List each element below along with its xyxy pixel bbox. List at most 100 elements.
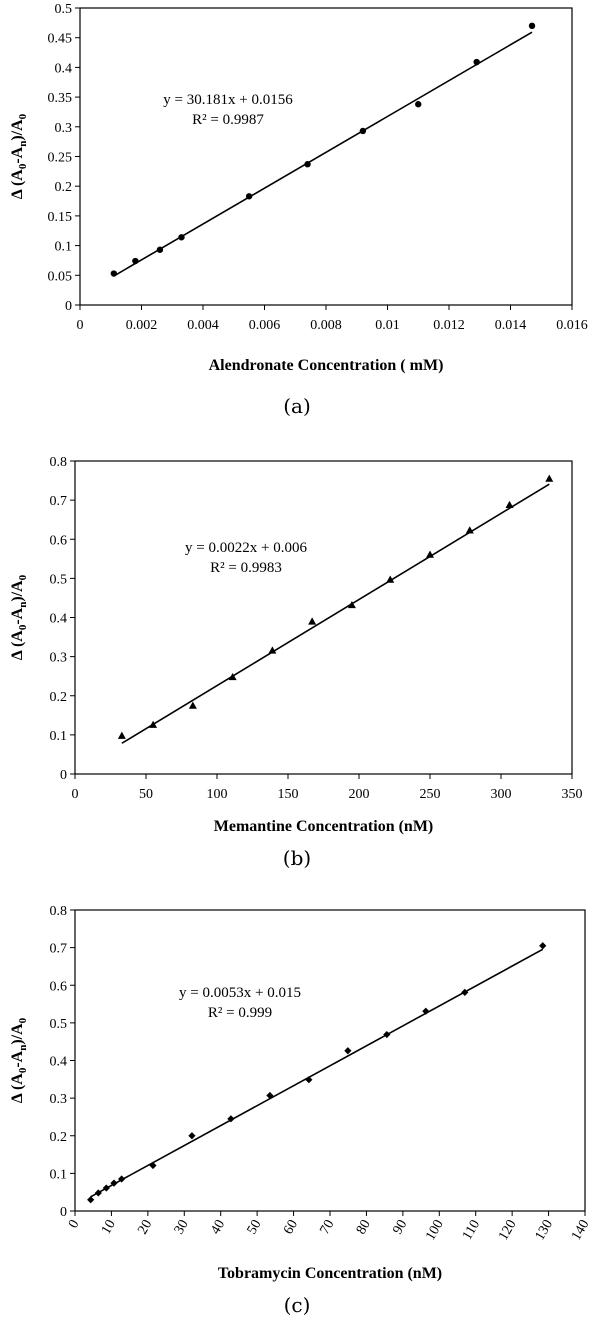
x-tick-label: 80 bbox=[354, 1218, 374, 1238]
x-tick-label: 0.016 bbox=[556, 318, 588, 333]
x-tick-label: 90 bbox=[390, 1218, 410, 1238]
y-tick-label: 0.2 bbox=[50, 690, 68, 705]
x-tick-label: 20 bbox=[135, 1218, 155, 1238]
data-point bbox=[94, 1189, 102, 1197]
data-point bbox=[505, 500, 514, 509]
y-tick-label: 0.3 bbox=[50, 651, 68, 666]
data-point bbox=[344, 1047, 352, 1055]
panel-caption: (b) bbox=[283, 846, 311, 870]
y-tick-label: 0.1 bbox=[55, 240, 73, 255]
data-point bbox=[347, 600, 356, 609]
data-point bbox=[386, 575, 395, 583]
trendline bbox=[90, 948, 544, 1198]
panel-caption: (c) bbox=[284, 1293, 311, 1317]
data-point bbox=[415, 101, 422, 108]
y-tick-label: 0.2 bbox=[50, 1130, 68, 1145]
data-point bbox=[227, 1115, 235, 1123]
data-point bbox=[110, 270, 118, 277]
data-point bbox=[422, 1007, 430, 1015]
data-point bbox=[118, 1175, 126, 1183]
data-point bbox=[359, 127, 367, 135]
data-point bbox=[117, 731, 126, 739]
data-point bbox=[149, 720, 158, 728]
chart-memantine: 0 0.1 0.2 0.3 0.4 0.5 0.6 0.7 0.8 0 50 100 150 200 250… bbox=[9, 455, 583, 870]
y-axis-title: Δ (A0-An)/A0 bbox=[9, 1017, 29, 1103]
x-tick-label: 100 bbox=[423, 1218, 446, 1244]
y-tick-label: 0.1 bbox=[50, 1167, 68, 1182]
y-axis-title: Δ (A0-An)/A0 bbox=[9, 574, 29, 660]
data-point bbox=[87, 1196, 95, 1204]
y-tick-label: 0.5 bbox=[55, 2, 73, 17]
x-tick-label: 0 bbox=[72, 787, 79, 802]
y-tick-label: 0.5 bbox=[50, 572, 68, 587]
x-tick-label: 0 bbox=[66, 1218, 82, 1232]
data-point bbox=[539, 942, 547, 950]
y-tick-label: 0 bbox=[60, 1205, 67, 1220]
x-tick-label: 130 bbox=[533, 1218, 556, 1244]
y-tick-label: 0.2 bbox=[55, 180, 73, 195]
y-tick-label: 0.3 bbox=[50, 1092, 68, 1107]
y-tick-label: 0.3 bbox=[55, 121, 73, 136]
y-tick-label: 0.7 bbox=[50, 942, 68, 957]
r-squared-label: R² = 0.9987 bbox=[192, 112, 264, 128]
trendline bbox=[113, 31, 533, 277]
x-tick-label: 140 bbox=[569, 1218, 592, 1244]
x-tick-label: 350 bbox=[562, 787, 583, 802]
data-point bbox=[305, 1076, 313, 1084]
x-tick-label: 50 bbox=[139, 787, 153, 802]
data-point bbox=[188, 701, 197, 709]
x-tick-label: 0 bbox=[77, 318, 84, 333]
x-tick-label: 100 bbox=[207, 787, 228, 802]
x-tick-label: 70 bbox=[317, 1218, 337, 1238]
y-tick-label: 0.35 bbox=[48, 91, 73, 106]
data-point bbox=[383, 1030, 391, 1039]
data-point bbox=[465, 526, 474, 534]
data-point bbox=[308, 617, 317, 625]
x-tick-label: 0.014 bbox=[495, 318, 527, 333]
data-point bbox=[156, 246, 164, 253]
x-tick-label: 110 bbox=[460, 1218, 483, 1243]
regression-equation: y = 0.0053x + 0.015 bbox=[179, 985, 301, 1001]
y-tick-label: 0.5 bbox=[50, 1017, 68, 1032]
data-point bbox=[132, 257, 139, 265]
x-axis-title: Memantine Concentration (nM) bbox=[214, 818, 434, 835]
data-point bbox=[528, 22, 536, 30]
r-squared-label: R² = 0.999 bbox=[208, 1005, 272, 1021]
data-point bbox=[149, 1161, 157, 1170]
y-tick-label: 0.15 bbox=[48, 210, 73, 225]
data-point bbox=[110, 1179, 118, 1187]
data-point bbox=[426, 550, 434, 558]
x-tick-label: 120 bbox=[496, 1218, 519, 1244]
chart-panel-alendronate: 0 0.05 0.1 0.15 0.2 0.25 0.3 0.35 0.4 0.45 0.5 0 0.0… bbox=[0, 0, 597, 430]
x-tick-label: 0.008 bbox=[310, 318, 342, 333]
x-tick-label: 150 bbox=[278, 787, 299, 802]
chart-panel-memantine: 0 0.1 0.2 0.3 0.4 0.5 0.6 0.7 0.8 0 50 100 150 200 250… bbox=[0, 440, 597, 870]
data-point bbox=[188, 1132, 196, 1140]
y-tick-label: 0.6 bbox=[50, 979, 68, 994]
data-point bbox=[304, 161, 311, 168]
x-tick-label: 0.002 bbox=[126, 318, 158, 333]
data-point bbox=[268, 646, 277, 654]
x-tick-label: 60 bbox=[281, 1218, 301, 1238]
data-point bbox=[102, 1184, 110, 1192]
panel-caption: (a) bbox=[283, 394, 311, 418]
data-point bbox=[545, 474, 554, 482]
r-squared-label: R² = 0.9983 bbox=[210, 560, 282, 576]
x-tick-label: 40 bbox=[208, 1218, 228, 1238]
x-tick-label: 300 bbox=[491, 787, 512, 802]
x-tick-label: 0.012 bbox=[433, 318, 465, 333]
x-tick-label: 50 bbox=[245, 1218, 265, 1238]
y-tick-label: 0.1 bbox=[50, 729, 68, 744]
y-tick-label: 0.6 bbox=[50, 533, 68, 548]
x-tick-label: 0.004 bbox=[187, 318, 219, 333]
regression-equation: y = 30.181x + 0.0156 bbox=[163, 92, 293, 108]
y-tick-label: 0.4 bbox=[55, 61, 73, 76]
y-tick-label: 0.4 bbox=[50, 1055, 68, 1070]
chart-panel-tobramycin: 0 0.1 0.2 0.3 0.4 0.5 0.6 0.7 0.8 0 10 20 30 40 50 60 70… bbox=[0, 880, 597, 1328]
x-axis-title: Tobramycin Concentration (nM) bbox=[218, 1265, 442, 1282]
x-tick-label: 0.01 bbox=[375, 318, 400, 333]
regression-equation: y = 0.0022x + 0.006 bbox=[185, 540, 307, 556]
y-tick-label: 0.4 bbox=[50, 612, 68, 627]
y-tick-label: 0.7 bbox=[50, 494, 68, 509]
chart-tobramycin: 0 0.1 0.2 0.3 0.4 0.5 0.6 0.7 0.8 0 10 20 30 40 50 60 70… bbox=[9, 904, 592, 1317]
